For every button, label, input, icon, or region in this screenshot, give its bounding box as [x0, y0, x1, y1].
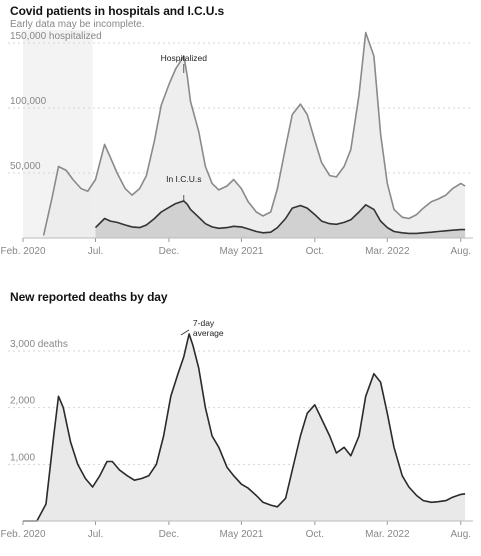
- x-tick-label: Oct.: [306, 246, 324, 257]
- y-tick-label: 150,000 hospitalized: [10, 31, 102, 42]
- series-area-0: [43, 32, 466, 238]
- y-tick-label: 1,000: [10, 452, 35, 463]
- series-area-0: [23, 334, 466, 521]
- chart-2-title: New reported deaths by day: [10, 290, 168, 304]
- x-tick-label: Aug.: [450, 529, 471, 540]
- x-tick-label: Feb. 2020: [0, 246, 45, 257]
- annotation-leader: [180, 329, 190, 336]
- x-tick-label: May 2021: [219, 529, 263, 540]
- x-tick-label: May 2021: [219, 246, 263, 257]
- x-tick-label: Dec.: [159, 529, 180, 540]
- series-line-0: [42, 31, 466, 236]
- series-line-0: [23, 333, 466, 522]
- x-tick-label: Aug.: [450, 246, 471, 257]
- x-tick-label: Jul.: [88, 246, 104, 257]
- hospitalized-annotation: Hospitalized: [161, 53, 208, 63]
- y-tick-label: 3,000 deaths: [10, 339, 68, 350]
- series-line-1: [94, 200, 466, 235]
- x-tick-label: Oct.: [306, 529, 324, 540]
- average-annotation-line2: average: [193, 328, 224, 338]
- series-area-1: [95, 200, 466, 238]
- icu-annotation-line1: In I.C.U.s: [166, 174, 201, 184]
- x-tick-label: Feb. 2020: [0, 529, 45, 540]
- average-annotation-line1: 7-day: [193, 318, 215, 328]
- y-tick-label: 50,000: [10, 161, 41, 172]
- y-tick-label: 2,000: [10, 396, 35, 407]
- chart-1-subtitle: Early data may be incomplete.: [10, 19, 145, 30]
- x-tick-label: Mar. 2022: [365, 246, 410, 257]
- hospital-chart: 50,000 100,000 150,000 hospitalized Feb. 20…: [0, 30, 473, 257]
- y-tick-label: 100,000: [10, 96, 47, 107]
- chart-1-title: Covid patients in hospitals and I.C.U.s: [10, 4, 225, 18]
- x-tick-label: Jul.: [88, 529, 104, 540]
- x-tick-label: Mar. 2022: [365, 529, 410, 540]
- x-tick-label: Dec.: [159, 246, 180, 257]
